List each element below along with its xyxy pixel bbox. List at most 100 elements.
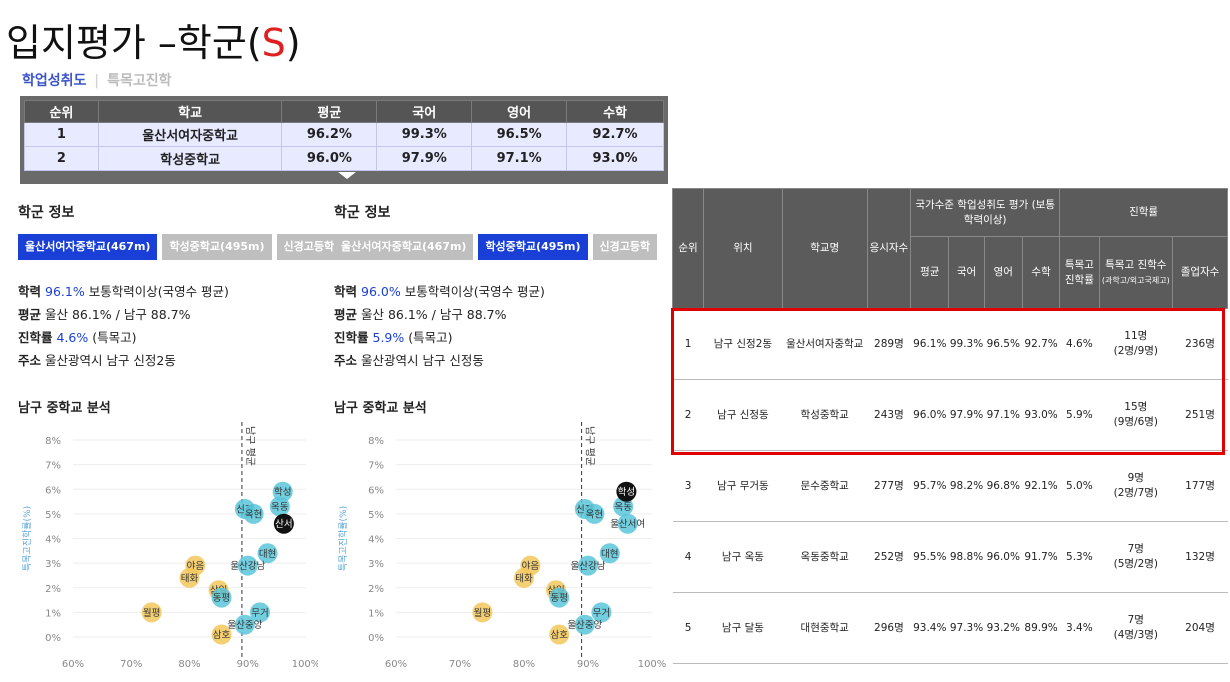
table-cell: 1 [24, 122, 99, 147]
data-point[interactable] [472, 602, 493, 623]
table-row[interactable]: 4 남구 옥동 옥동중학교 252명 95.5% 98.8% 96.0% 91.7% 5.3% 7… [672, 521, 1228, 593]
info-line: 학력 96.1% 보통학력이상(국영수 평균) [18, 280, 229, 303]
school-button[interactable]: 신경고등학 [276, 234, 338, 260]
special-count-detail: (5명/2명) [1113, 558, 1159, 570]
info-rest: (특목고) [404, 330, 453, 345]
table-cell: 남구 옥동 [703, 521, 783, 593]
ranking-header-cell: 영어 [471, 100, 568, 123]
data-point[interactable] [234, 614, 255, 635]
data-point[interactable] [617, 513, 638, 534]
table-cell: 2 [24, 146, 99, 171]
x-tick-label: 80% [178, 659, 200, 670]
table-row[interactable]: 3 남구 무거동 문수중학교 277명 95.7% 98.2% 96.8% 92.1% 5.0%… [672, 450, 1228, 522]
school-button[interactable]: 학성중학교(495m) [478, 234, 588, 260]
y-tick-label: 1% [368, 608, 384, 619]
data-point[interactable] [141, 602, 162, 623]
point-label: 야음 [522, 561, 540, 572]
info-label: 평균 [18, 307, 42, 322]
info-label: 학력 [18, 284, 42, 299]
y-tick-label: 4% [368, 535, 384, 546]
table-cell: 93.0% [1022, 379, 1060, 451]
data-point[interactable] [257, 543, 278, 564]
point-label: 울산강남 [571, 561, 606, 572]
table-cell: 4.6% [1059, 308, 1100, 380]
table-cell: 5.3% [1059, 521, 1100, 593]
point-label: 옥현 [245, 509, 262, 520]
point-label: 동평 [550, 593, 567, 604]
x-tick-label: 100% [292, 659, 318, 670]
school-comparison-body: 1 남구 신정2동 울산서여자중학교 289명 96.1% 99.3% 96.5% 92.7%… [672, 308, 1228, 664]
data-point[interactable] [211, 624, 232, 645]
x-tick-label: 60% [62, 659, 84, 670]
table-cell: 92.7% [1022, 308, 1060, 380]
tab-separator: | [94, 73, 100, 89]
data-point[interactable] [549, 587, 570, 608]
data-point[interactable] [269, 496, 290, 517]
tab-special-highschool[interactable]: 특목고진학 [107, 73, 172, 89]
data-point[interactable] [584, 503, 605, 524]
col-special-count: 특목고 진학수 (과학고/외고국제고) [1098, 236, 1174, 309]
table-row[interactable]: 1 남구 신정2동 울산서여자중학교 289명 96.1% 99.3% 96.5% 92.7%… [672, 308, 1228, 380]
point-label: 울산강남 [230, 561, 265, 572]
table-cell: 96.5% [471, 122, 568, 147]
tab-achievement[interactable]: 학업성취도 [22, 73, 87, 89]
school-button[interactable]: 학성중학교(495m) [162, 234, 272, 260]
info-highlight: 96.0% [361, 284, 401, 299]
data-point[interactable] [616, 481, 637, 502]
table-row[interactable]: 5 남구 달동 대현중학교 296명 93.4% 97.3% 93.2% 89.9% 3.4% 7… [672, 592, 1228, 664]
y-tick-label: 6% [368, 485, 384, 496]
table-cell: 96.0% [984, 521, 1023, 593]
data-point[interactable] [273, 513, 294, 534]
table-cell: 93.0% [566, 146, 664, 171]
table-cell: 11명 (2명/9명) [1099, 308, 1173, 380]
table-cell: 3 [672, 450, 704, 522]
y-tick-label: 7% [368, 461, 384, 472]
info-label: 진학률 [334, 330, 369, 345]
data-point[interactable] [574, 614, 595, 635]
table-cell: 3.4% [1059, 592, 1100, 664]
table-cell: 89.9% [1022, 592, 1060, 664]
point-label: 월평 [474, 607, 491, 619]
data-point[interactable] [578, 555, 598, 576]
col-eng: 영어 [983, 236, 1023, 309]
data-point[interactable] [549, 624, 570, 645]
y-tick-label: 5% [368, 510, 384, 521]
point-label: 야음 [187, 561, 205, 572]
data-point[interactable] [211, 587, 232, 608]
table-cell: 96.0% [281, 146, 378, 171]
data-point[interactable] [243, 503, 264, 524]
table-cell: 97.1% [471, 146, 568, 171]
school-button[interactable]: 울산서여자중학교(467m) [18, 234, 158, 260]
table-row[interactable]: 1 울산서여자중학교 96.2% 99.3% 96.5% 92.7% [24, 122, 664, 147]
table-cell: 남구 무거동 [703, 450, 783, 522]
data-point[interactable] [179, 567, 200, 588]
info-line: 주소 울산광역시 남구 신정2동 [18, 349, 229, 372]
panel-heading: 학군 정보 [18, 205, 75, 221]
data-point[interactable] [249, 602, 270, 623]
table-cell: 대현중학교 [782, 592, 868, 664]
table-cell: 97.3% [948, 592, 985, 664]
school-button[interactable]: 신경고등학 [592, 234, 658, 260]
point-label: 태화 [515, 573, 533, 584]
point-label: 대현 [601, 549, 618, 560]
expand-caret-icon[interactable] [338, 172, 356, 179]
data-point[interactable] [599, 543, 620, 564]
school-info: 학력 96.0% 보통학력이상(국영수 평균) 평균 울산 86.1% / 남구 … [334, 280, 545, 372]
table-cell: 15명 (9명/6명) [1099, 379, 1173, 451]
table-row[interactable]: 2 남구 신정동 학성중학교 243명 96.0% 97.9% 97.1% 93.0% 5.9%… [672, 379, 1228, 451]
data-point[interactable] [514, 567, 534, 588]
info-rest: 울산광역시 남구 신정동 [357, 353, 484, 368]
ranking-header-cell: 순위 [24, 100, 99, 123]
x-tick-label: 100% [638, 659, 667, 670]
table-row[interactable]: 2 학성중학교 96.0% 97.9% 97.1% 93.0% [24, 146, 664, 171]
info-line: 진학률 5.9% (특목고) [334, 326, 545, 349]
school-comparison-table: 순위 위치 학교명 응시자수 국가수준 학업성취도 평가 (보통학력이상) 진학… [672, 188, 1228, 664]
info-label: 학력 [334, 284, 358, 299]
table-cell: 울산서여자중학교 [782, 308, 868, 380]
table-cell: 98.2% [948, 450, 985, 522]
info-rest: 보통학력이상(국영수 평균) [400, 284, 545, 299]
school-button[interactable]: 울산서여자중학교(467m) [334, 234, 474, 260]
data-point[interactable] [237, 555, 258, 576]
data-point[interactable] [591, 602, 612, 623]
ref-line-label: 남구 평균 [244, 426, 256, 466]
